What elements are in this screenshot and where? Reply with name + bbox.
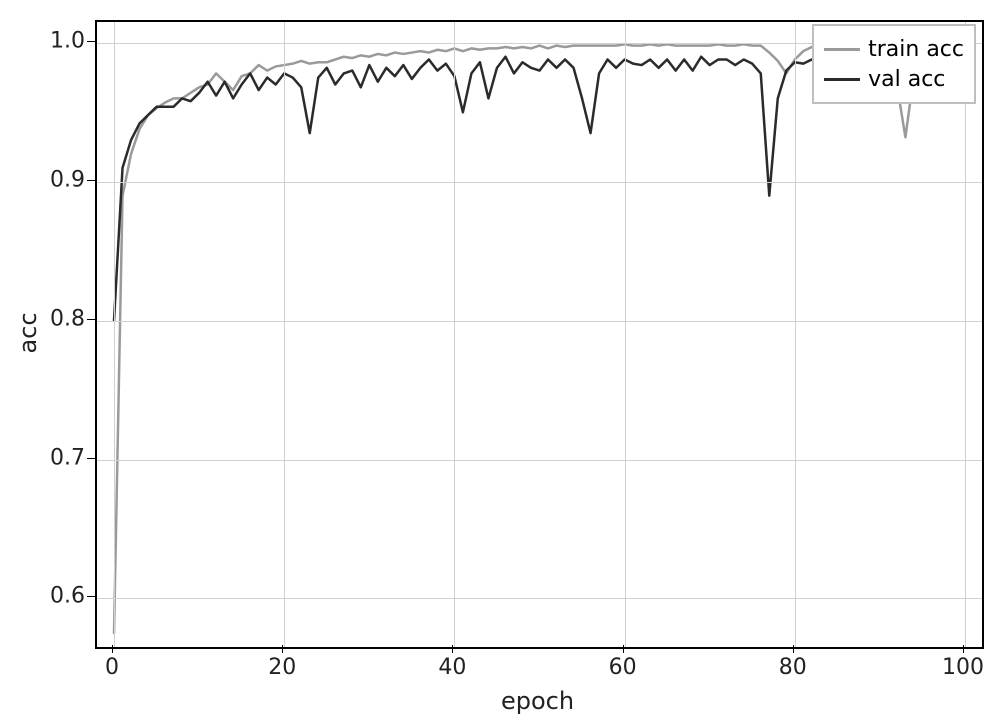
accuracy-chart: train acc val acc epoch acc 0 20 40 60 80 100 0…	[0, 0, 1000, 727]
y-tick-label: 0.7	[45, 445, 85, 470]
x-axis-label: epoch	[501, 687, 574, 715]
gridline-vertical	[284, 22, 285, 647]
x-tick-label: 100	[942, 655, 984, 680]
legend-swatch	[824, 48, 860, 51]
x-tick-mark	[112, 645, 113, 653]
x-tick-mark	[282, 645, 283, 653]
y-tick-mark	[87, 180, 95, 181]
legend-item: train acc	[824, 34, 964, 64]
x-tick-mark	[793, 645, 794, 653]
gridline-vertical	[795, 22, 796, 647]
plot-area	[95, 20, 984, 649]
y-tick-label: 1.0	[45, 28, 85, 53]
series-line-train-acc	[114, 44, 965, 633]
gridline-vertical	[114, 22, 115, 647]
gridline-horizontal	[97, 460, 982, 461]
legend-label: train acc	[868, 37, 964, 62]
legend: train acc val acc	[812, 24, 976, 104]
legend-label: val acc	[868, 67, 945, 92]
y-tick-label: 0.6	[45, 584, 85, 609]
gridline-vertical	[625, 22, 626, 647]
legend-item: val acc	[824, 64, 964, 94]
y-tick-mark	[87, 458, 95, 459]
x-tick-mark	[452, 645, 453, 653]
y-tick-mark	[87, 596, 95, 597]
x-tick-label: 60	[609, 655, 637, 680]
gridline-vertical	[454, 22, 455, 647]
legend-swatch	[824, 78, 860, 81]
x-tick-label: 40	[438, 655, 466, 680]
gridline-horizontal	[97, 321, 982, 322]
x-tick-mark	[963, 645, 964, 653]
gridline-vertical	[965, 22, 966, 647]
x-tick-mark	[623, 645, 624, 653]
x-tick-label: 20	[268, 655, 296, 680]
x-tick-label: 0	[105, 655, 119, 680]
y-tick-mark	[87, 41, 95, 42]
y-tick-label: 0.8	[45, 306, 85, 331]
y-tick-label: 0.9	[45, 167, 85, 192]
gridline-horizontal	[97, 182, 982, 183]
gridline-horizontal	[97, 598, 982, 599]
x-tick-label: 80	[779, 655, 807, 680]
line-series-svg	[97, 22, 982, 647]
y-tick-mark	[87, 319, 95, 320]
y-axis-label: acc	[14, 312, 42, 353]
